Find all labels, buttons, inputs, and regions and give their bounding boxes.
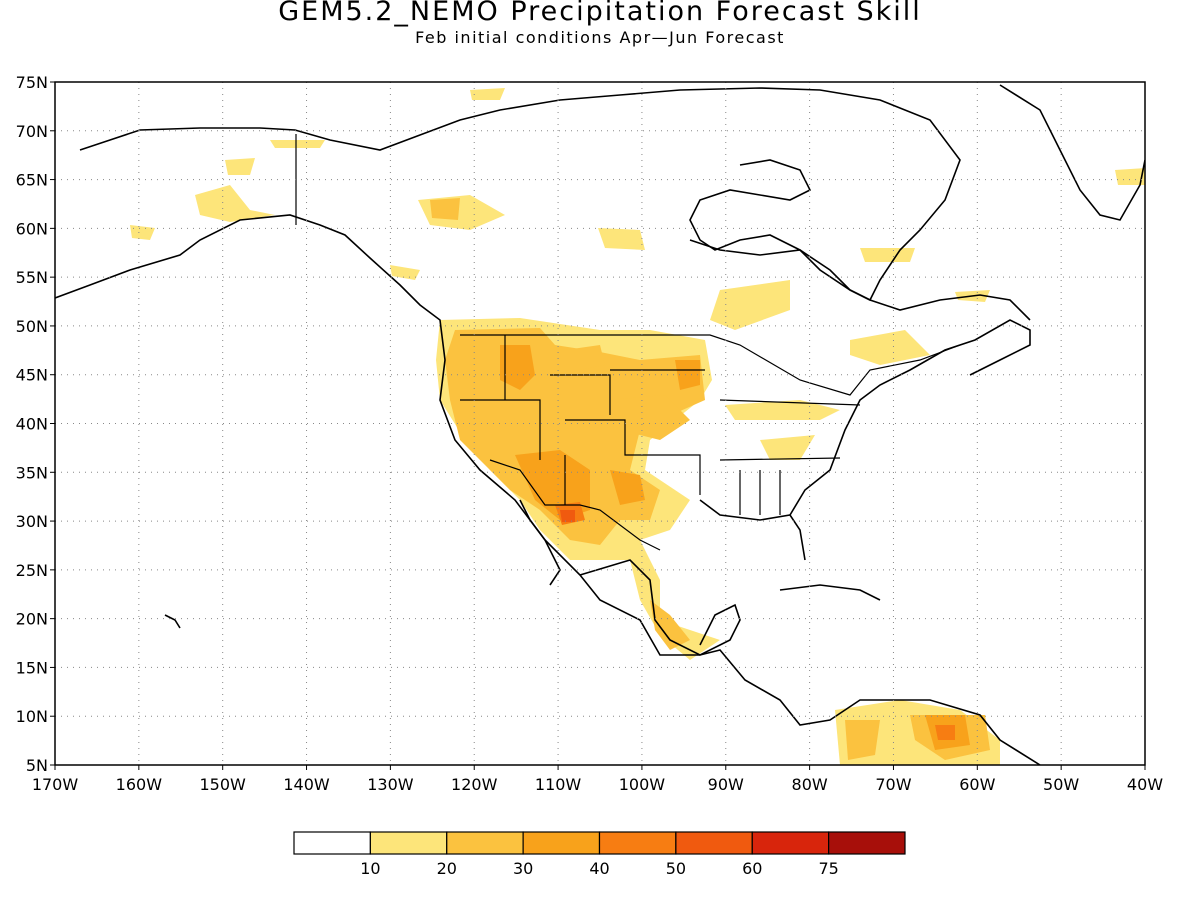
colorbar-level-label: 20: [437, 859, 457, 878]
political-borders: [295, 134, 961, 551]
lon-label: 60W: [959, 775, 995, 794]
lon-label: 40W: [1127, 775, 1163, 794]
lat-label: 10N: [16, 707, 48, 726]
longitude-labels: 170W 160W 150W 140W 130W 120W 110W 100W 90W 80W 70…: [32, 765, 1163, 794]
lat-label: 25N: [16, 561, 48, 580]
lat-label: 15N: [16, 658, 48, 677]
colorbar-swatch: [522, 831, 601, 855]
lat-label: 75N: [16, 73, 48, 92]
colorbar-swatch: [828, 831, 906, 855]
lat-label: 5N: [26, 756, 48, 775]
chart-title: GEM5.2_NEMO Precipitation Forecast Skill: [278, 0, 922, 27]
colorbar-level-label: 60: [742, 859, 762, 878]
lat-label: 20N: [16, 610, 48, 629]
colorbar-swatch: [751, 831, 830, 855]
lat-label: 45N: [16, 366, 48, 385]
lon-label: 80W: [792, 775, 828, 794]
lon-label: 90W: [708, 775, 744, 794]
lat-label: 55N: [16, 268, 48, 287]
lon-label: 140W: [283, 775, 330, 794]
colorbar-level-label: 30: [513, 859, 533, 878]
colorbar-swatch: [598, 831, 677, 855]
colorbar-level-label: 10: [360, 859, 380, 878]
lon-label: 150W: [200, 775, 247, 794]
lon-label: 110W: [535, 775, 582, 794]
lon-label: 70W: [875, 775, 911, 794]
chart-subtitle: Feb initial conditions Apr—Jun Forecast: [415, 28, 785, 47]
colorbar-swatch: [293, 831, 371, 855]
lon-label: 100W: [619, 775, 666, 794]
lon-label: 170W: [32, 775, 79, 794]
lat-label: 40N: [16, 415, 48, 434]
lon-label: 160W: [116, 775, 163, 794]
lon-label: 130W: [367, 775, 414, 794]
lat-label: 65N: [16, 171, 48, 190]
colorbar-level-label: 40: [589, 859, 609, 878]
colorbar: 10 20 30 40 50 60 75: [293, 831, 906, 878]
lat-label: 70N: [16, 122, 48, 141]
skill-shading: [130, 88, 1145, 765]
lat-label: 30N: [16, 512, 48, 531]
map-frame: [54, 81, 1146, 766]
lon-label: 120W: [451, 775, 498, 794]
lon-label: 50W: [1043, 775, 1079, 794]
colorbar-swatch: [446, 831, 524, 855]
lat-label: 35N: [16, 463, 48, 482]
lat-label: 50N: [16, 317, 48, 336]
colorbar-swatch: [369, 831, 448, 855]
lat-label: 60N: [16, 219, 48, 238]
colorbar-swatch: [675, 831, 753, 855]
colorbar-level-label: 50: [666, 859, 686, 878]
colorbar-level-label: 75: [818, 859, 838, 878]
latitude-labels: 75N 70N 65N 60N 55N 50N 45N 40N 35N 30N 25N 20N 15N 1…: [16, 73, 55, 775]
coastlines: [55, 84, 1145, 765]
